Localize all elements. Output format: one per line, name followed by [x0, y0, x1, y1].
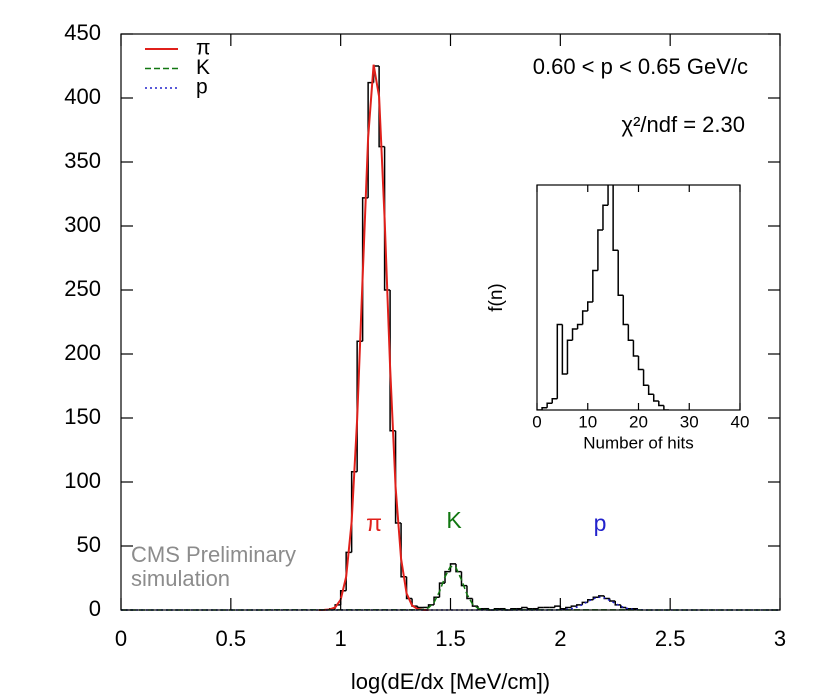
histogram-bin [460, 571, 467, 587]
histogram-bin [570, 605, 577, 608]
y-tick-label: 200 [64, 340, 101, 365]
histogram-bin [597, 229, 603, 271]
y-tick-label: 450 [64, 20, 101, 45]
x-tick-label: 2 [554, 626, 566, 651]
inset-plot: 0 10 20 30 40 Number of hits f(n) [486, 184, 750, 452]
histogram-bin [466, 585, 473, 600]
y-axis-label: f(n) [486, 283, 507, 312]
legend-label: p [196, 76, 208, 99]
histogram-bin [571, 328, 578, 341]
x-tick-label: 0 [532, 412, 541, 431]
annotation: χ²/ndf = 2.30 [622, 112, 745, 137]
histogram-bin [592, 596, 599, 600]
histogram-bin [471, 598, 478, 607]
plot-frame [536, 184, 741, 411]
y-tick-label: 300 [64, 212, 101, 237]
y-tick-label: 400 [64, 84, 101, 109]
annotation: CMS Preliminary [131, 542, 296, 567]
histogram-bin [617, 250, 624, 296]
histogram-bin [658, 401, 664, 407]
histogram-bin [592, 269, 598, 302]
histogram-bin [576, 323, 583, 329]
peak-label: p [594, 510, 607, 536]
histogram-bin [587, 599, 594, 603]
histogram-bin [614, 601, 621, 606]
peak-label: K [446, 507, 462, 533]
x-axis-label: Number of hits [583, 433, 694, 452]
x-tick-label: 2.5 [655, 626, 686, 651]
y-tick-label: 100 [64, 468, 101, 493]
x-tick-label: 20 [629, 412, 648, 431]
histogram-bin [602, 204, 609, 230]
data-layer [537, 185, 669, 410]
histogram-bin [627, 324, 634, 341]
histogram-bin [663, 405, 669, 410]
fit-line [120, 565, 781, 611]
histogram-bin [554, 605, 561, 608]
fit-line [318, 64, 429, 611]
histogram-bin [565, 606, 572, 609]
histogram-bin [559, 606, 566, 610]
histogram-bin [632, 340, 639, 357]
peak-label: π [366, 510, 382, 536]
histogram-bin [537, 606, 544, 609]
annotation: simulation [131, 566, 230, 591]
x-tick-label: 30 [680, 412, 699, 431]
histogram-bin [449, 563, 456, 572]
histogram-bin [566, 339, 573, 374]
histogram-bin [652, 394, 659, 402]
histogram-bin [541, 407, 548, 410]
x-tick-label: 1 [335, 626, 347, 651]
histogram-bin [444, 570, 451, 584]
histogram-bin [561, 324, 568, 375]
histogram-bin [546, 402, 553, 408]
histogram-bin [581, 310, 588, 325]
histogram-bin [612, 185, 619, 251]
y-tick-label: 150 [64, 404, 101, 429]
y-tick-label: 0 [89, 596, 101, 621]
histogram-bin [551, 398, 558, 404]
histogram-bin [455, 563, 462, 573]
histogram-bin [405, 576, 413, 600]
y-tick-label: 50 [77, 532, 101, 557]
legend-label: K [196, 56, 210, 79]
main-plot: 0 0.5 1 1.5 2 2.5 3050100150200250300350400450… [64, 20, 786, 694]
x-axis-label: log(dE/dx [MeV/cm]) [351, 669, 550, 694]
x-tick-label: 0.5 [216, 626, 247, 651]
histogram-bin [647, 385, 654, 395]
histogram-bin [619, 604, 627, 609]
histogram-bin [622, 295, 629, 326]
histogram-bin [642, 369, 649, 386]
histogram-bin [609, 598, 616, 602]
x-tick-label: 10 [578, 412, 597, 431]
y-tick-label: 250 [64, 276, 101, 301]
histogram-bin [521, 606, 528, 609]
x-tick-label: 1.5 [435, 626, 466, 651]
x-tick-label: 3 [774, 626, 786, 651]
histogram-bin [427, 604, 435, 608]
histogram-bin [637, 356, 644, 371]
histogram-bin [383, 146, 391, 291]
y-tick-label: 350 [64, 148, 101, 173]
histogram-bin [416, 606, 424, 609]
annotation: 0.60 < p < 0.65 GeV/c [533, 54, 748, 79]
histogram-bin [556, 323, 563, 399]
histogram-bin [526, 607, 533, 610]
legend-label: π [196, 37, 211, 60]
x-tick-label: 0 [115, 626, 127, 651]
histogram-bin [607, 185, 609, 206]
histogram-bin [587, 301, 593, 311]
x-tick-label: 40 [731, 412, 750, 431]
